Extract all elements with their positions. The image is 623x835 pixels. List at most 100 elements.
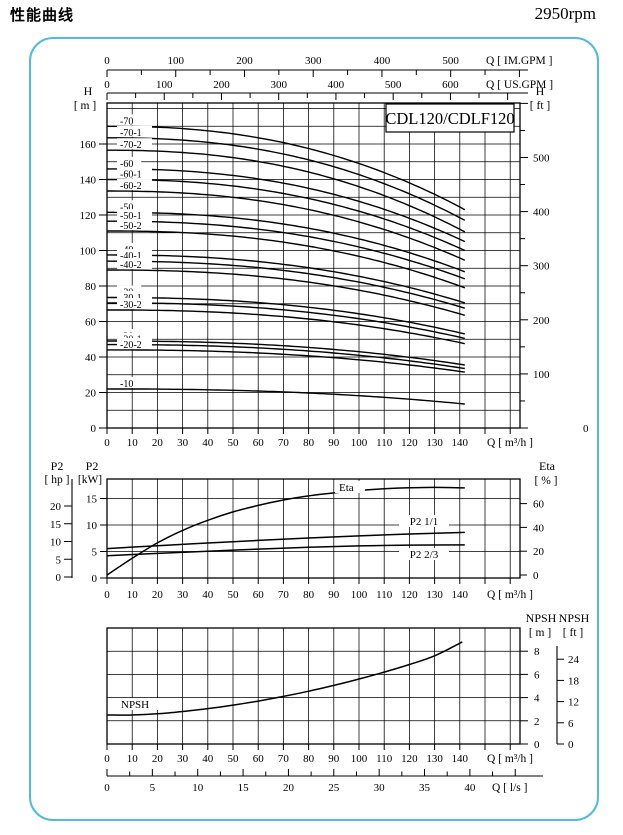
svg-text:Q [ IM.GPM ]: Q [ IM.GPM ] bbox=[486, 55, 552, 67]
svg-text:0: 0 bbox=[104, 589, 110, 601]
svg-text:15: 15 bbox=[238, 782, 250, 794]
svg-text:0: 0 bbox=[56, 572, 62, 584]
svg-text:0: 0 bbox=[92, 573, 98, 585]
svg-text:130: 130 bbox=[426, 437, 443, 449]
head-curve-label--40-2: -40-2 bbox=[117, 258, 152, 271]
eta-curve bbox=[106, 486, 465, 576]
head-curve--70 bbox=[107, 125, 466, 211]
head-curve--10 bbox=[106, 388, 465, 405]
head-curve--30-2 bbox=[107, 309, 465, 345]
svg-text:100: 100 bbox=[351, 437, 368, 449]
svg-text:90: 90 bbox=[328, 589, 340, 601]
head-curve-label--20-2: -20-2 bbox=[117, 337, 152, 351]
svg-text:35: 35 bbox=[419, 782, 431, 794]
svg-text:200: 200 bbox=[213, 79, 230, 91]
svg-text:130: 130 bbox=[426, 589, 443, 601]
svg-text:-10: -10 bbox=[120, 379, 133, 390]
svg-text:200: 200 bbox=[236, 55, 253, 67]
head-curve-label--70-1: -70-1 bbox=[117, 125, 152, 139]
svg-text:15: 15 bbox=[86, 494, 98, 506]
head-curve-label--60-1: -60-1 bbox=[117, 167, 152, 181]
head-curve-label--40-1: -40-1 bbox=[117, 249, 152, 262]
head-curve-label--60: -60 bbox=[117, 156, 142, 170]
head-curve--30-1 bbox=[107, 302, 465, 340]
svg-text:30: 30 bbox=[177, 589, 189, 601]
svg-text:10: 10 bbox=[50, 537, 62, 549]
svg-text:0: 0 bbox=[104, 79, 110, 91]
svg-text:600: 600 bbox=[442, 79, 459, 91]
svg-text:40: 40 bbox=[202, 589, 214, 601]
p2-partial-curve bbox=[106, 544, 465, 557]
svg-text:50: 50 bbox=[228, 753, 240, 765]
svg-text:0: 0 bbox=[91, 423, 97, 435]
svg-text:H: H bbox=[536, 84, 545, 98]
svg-text:140: 140 bbox=[80, 175, 97, 187]
main-q-axis: 0 10 20 30 40 50 60 70 80 90 100 110 120 130 140 Q [ m³… bbox=[104, 428, 533, 449]
svg-text:[ ft ]: [ ft ] bbox=[563, 627, 583, 639]
svg-text:40: 40 bbox=[202, 753, 214, 765]
svg-text:120: 120 bbox=[401, 589, 418, 601]
svg-text:P2: P2 bbox=[86, 459, 99, 473]
npsh-chart-grid bbox=[107, 628, 520, 744]
svg-text:5: 5 bbox=[150, 782, 156, 794]
svg-text:P2 1/1: P2 1/1 bbox=[410, 516, 438, 528]
npsh-chart bbox=[106, 627, 521, 745]
svg-text:-70-2: -70-2 bbox=[120, 140, 142, 151]
svg-text:50: 50 bbox=[228, 589, 240, 601]
svg-text:-30-2: -30-2 bbox=[120, 300, 142, 311]
svg-text:20: 20 bbox=[50, 501, 62, 513]
svg-text:130: 130 bbox=[426, 753, 443, 765]
svg-text:[ m ]: [ m ] bbox=[74, 100, 96, 112]
svg-text:30: 30 bbox=[177, 753, 189, 765]
svg-text:0: 0 bbox=[534, 739, 540, 751]
head-curve-label--50-1: -50-1 bbox=[117, 209, 152, 222]
h-ft-axis: H [ ft ] 0 100 200 300 400 500 bbox=[520, 84, 589, 435]
head-curve-label--50: -50 bbox=[117, 200, 142, 213]
svg-text:60: 60 bbox=[253, 589, 265, 601]
svg-text:Q [ m³/h ]: Q [ m³/h ] bbox=[487, 753, 533, 765]
svg-text:80: 80 bbox=[303, 753, 315, 765]
head-curve-label--10: -10 bbox=[117, 376, 142, 390]
head-curve--50-2 bbox=[107, 230, 466, 289]
svg-text:20: 20 bbox=[152, 437, 164, 449]
svg-text:80: 80 bbox=[85, 281, 97, 293]
head-curve--70-1 bbox=[107, 137, 466, 221]
svg-text:Q [ l/s ]: Q [ l/s ] bbox=[492, 782, 527, 794]
head-curve-label--70-2: -70-2 bbox=[117, 138, 152, 151]
page-title: 性能曲线 bbox=[10, 6, 75, 24]
svg-text:18: 18 bbox=[568, 675, 580, 687]
svg-text:100: 100 bbox=[167, 55, 184, 67]
svg-text:100: 100 bbox=[533, 369, 550, 381]
svg-text:-50-1: -50-1 bbox=[120, 211, 142, 222]
svg-text:5: 5 bbox=[92, 547, 98, 559]
svg-text:10: 10 bbox=[86, 520, 98, 532]
head-curve--50-1 bbox=[107, 220, 466, 280]
svg-text:70: 70 bbox=[278, 589, 290, 601]
svg-text:50: 50 bbox=[228, 437, 240, 449]
svg-text:60: 60 bbox=[253, 437, 265, 449]
head-curve--40-1 bbox=[106, 260, 466, 309]
svg-text:5: 5 bbox=[56, 554, 62, 566]
svg-text:40: 40 bbox=[85, 352, 97, 364]
svg-text:500: 500 bbox=[385, 79, 402, 91]
svg-text:6: 6 bbox=[568, 718, 574, 730]
svg-text:90: 90 bbox=[328, 753, 340, 765]
us-gpm-axis: 0 100 200 300 400 500 600 Q [ US.GPM ] bbox=[104, 79, 553, 100]
npsh-q-axis: 0 10 20 30 40 50 60 70 80 90 100 110 120 130 140 Q [ m³… bbox=[104, 744, 533, 765]
svg-text:400: 400 bbox=[533, 207, 550, 219]
svg-text:12: 12 bbox=[568, 697, 579, 709]
svg-text:60: 60 bbox=[253, 753, 265, 765]
svg-text:-20-2: -20-2 bbox=[120, 340, 142, 351]
svg-text:0: 0 bbox=[104, 437, 110, 449]
svg-text:140: 140 bbox=[452, 753, 469, 765]
svg-text:-40-2: -40-2 bbox=[120, 260, 142, 271]
head-curve--20-1 bbox=[107, 343, 465, 370]
svg-text:300: 300 bbox=[305, 55, 322, 67]
svg-text:160: 160 bbox=[80, 139, 97, 151]
head-curve--60 bbox=[107, 168, 466, 243]
svg-text:140: 140 bbox=[452, 589, 469, 601]
svg-text:2: 2 bbox=[534, 716, 540, 728]
svg-text:-70-1: -70-1 bbox=[120, 128, 142, 139]
svg-text:300: 300 bbox=[533, 261, 550, 273]
svg-text:[ % ]: [ % ] bbox=[535, 475, 558, 487]
